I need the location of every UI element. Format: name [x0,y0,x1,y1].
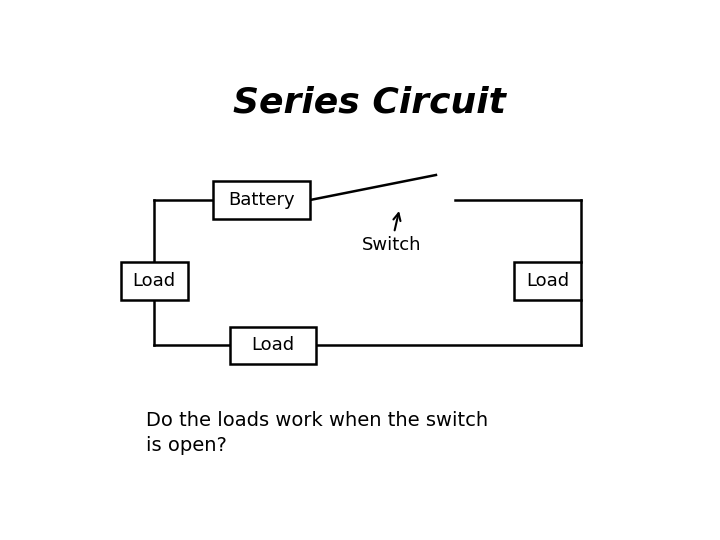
Text: Switch: Switch [361,213,421,254]
Text: Load: Load [526,272,569,290]
FancyBboxPatch shape [121,262,188,300]
FancyBboxPatch shape [230,327,316,364]
FancyBboxPatch shape [514,262,581,300]
Text: Load: Load [132,272,176,290]
Text: Load: Load [251,336,294,354]
FancyBboxPatch shape [213,181,310,219]
Text: Battery: Battery [228,191,295,209]
Text: Do the loads work when the switch
is open?: Do the loads work when the switch is ope… [145,411,488,455]
Text: Series Circuit: Series Circuit [233,85,505,119]
